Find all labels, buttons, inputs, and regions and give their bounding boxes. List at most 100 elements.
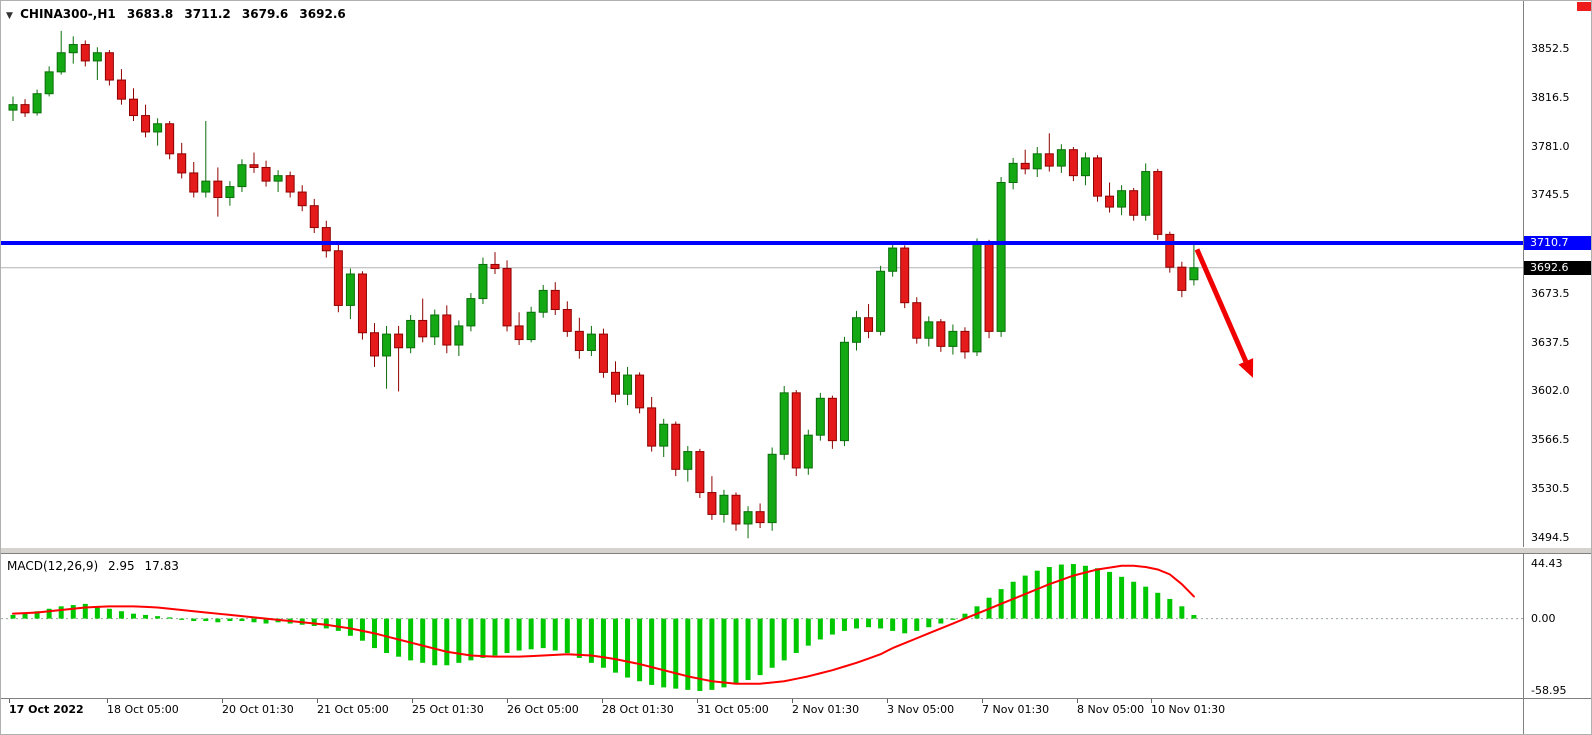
candle-body [719,494,729,515]
macd-bar [564,618,570,653]
candle-body [731,494,741,525]
macd-bar [70,605,76,619]
macd-bar [118,611,124,619]
candle-body [924,321,934,339]
macd-bar [323,618,329,629]
macd-bar [58,606,64,619]
macd-bar [1179,606,1185,619]
price-axis-label: 3566.5 [1531,432,1570,446]
price-axis-label: 3816.5 [1531,91,1570,105]
panel-splitter[interactable] [1,547,1591,554]
candle-body [92,52,102,62]
macd-bar [1131,581,1137,619]
candle-body [683,451,693,470]
candle-body [68,44,78,54]
candle-body [454,325,464,346]
macd-bar [637,618,643,682]
symbol-marker-icon[interactable]: ▼ [6,11,13,21]
macd-histogram [10,564,1197,691]
macd-axis-label: 44.43 [1531,557,1563,571]
price-axis-label: 3673.5 [1531,286,1570,300]
candle-body [647,407,657,447]
time-axis-label: 17 Oct 2022 [9,703,84,716]
price-axis[interactable]: 3852.5 3816.5 3781.0 3745.5 3673.5 3637.5 3602… [1523,1,1591,734]
macd-bar [1046,567,1052,619]
macd-bar [335,618,341,631]
candle-body [1189,267,1199,281]
time-axis[interactable]: 17 Oct 2022 18 Oct 05:00 20 Oct 01:30 21 Oc… [1,699,1591,734]
time-axis-label: 21 Oct 05:00 [317,703,389,716]
macd-bar [528,618,534,650]
candle-body [261,166,271,182]
time-tick [982,699,983,703]
time-axis-label: 25 Oct 01:30 [412,703,484,716]
candle-body [1117,190,1127,208]
macd-bar [492,618,498,656]
time-tick [697,699,698,703]
candle-body [659,423,669,447]
macd-bar [408,618,414,661]
macd-bar [191,618,197,622]
macd-bar [793,618,799,653]
candle-body [1056,149,1066,167]
candle-body [1177,266,1187,291]
candle-body [574,330,584,351]
macd-bar [46,608,52,619]
macd-bar [143,614,149,619]
macd-bar [34,611,40,619]
macd-bar [926,618,932,628]
candle-body [382,333,392,357]
candle-body [996,181,1006,332]
candle-body [285,175,295,193]
candle-body [478,263,488,300]
time-axis-label: 28 Oct 01:30 [602,703,674,716]
macd-bar [239,618,245,622]
macd-bar [1058,564,1064,619]
candle-body [876,270,886,332]
candle-body [1068,149,1078,177]
candle-body [864,317,874,332]
macd-bar [215,618,221,623]
time-tick [9,699,10,703]
price-axis-label: 3637.5 [1531,335,1570,349]
candle-body [104,52,114,81]
macd-bar [841,618,847,631]
candle-body [357,273,367,334]
macd-bar [10,614,16,619]
candle-body [779,392,789,455]
candle-body [430,314,440,338]
macd-bar [866,618,872,628]
candle-body [32,93,42,114]
macd-bar [1143,586,1149,619]
candle-body [948,330,958,347]
macd-bar [1107,571,1113,619]
macd-bar [444,618,450,666]
candle-body [1020,162,1030,170]
time-axis-separator [1,698,1591,699]
macd-bar [829,618,835,635]
time-tick [317,699,318,703]
time-axis-label: 26 Oct 05:00 [507,703,579,716]
candle-body [394,333,404,349]
macd-bar [673,618,679,689]
time-axis-label: 18 Oct 05:00 [107,703,179,716]
candle-body [1093,157,1102,197]
candle-body [165,123,175,155]
macd-bar [625,618,631,678]
candle-body [8,104,18,111]
arrow-annotation[interactable] [1194,248,1254,378]
macd-bar [613,618,618,673]
macd-bar [950,618,956,620]
candle-body [827,397,837,442]
symbol-label: CHINA300-,H1 [20,7,116,21]
candle-body [1153,171,1163,235]
candle-body [972,243,982,353]
candle-body [803,434,813,469]
time-axis-label: 20 Oct 01:30 [222,703,294,716]
candle-body [177,153,187,174]
candle-body [984,243,994,332]
candle-body [960,330,970,353]
macd-bar [733,618,739,684]
